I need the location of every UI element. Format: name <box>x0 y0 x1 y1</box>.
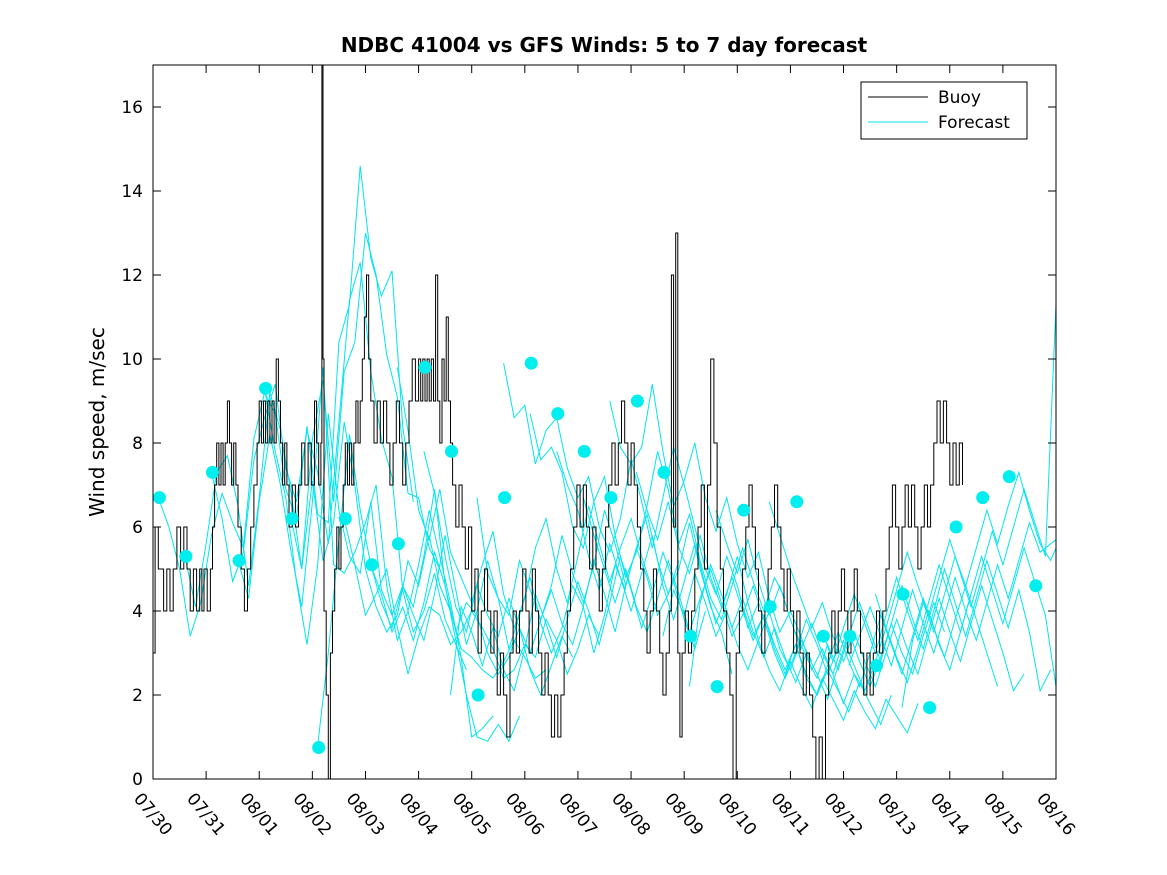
forecast-marker <box>524 356 538 370</box>
forecast-marker <box>391 537 405 551</box>
y-tick-label: 6 <box>132 518 143 538</box>
forecast-line-3 <box>210 262 467 670</box>
forecast-marker <box>338 512 352 526</box>
forecast-marker <box>630 394 644 408</box>
forecast-marker <box>737 503 751 517</box>
forecast-marker <box>1002 470 1016 484</box>
y-tick-label: 8 <box>132 434 143 454</box>
forecast-marker <box>816 629 830 643</box>
plot-frame <box>152 64 1057 780</box>
forecast-line-18 <box>609 384 866 705</box>
forecast-line-27 <box>848 521 1056 668</box>
forecast-marker <box>285 512 299 526</box>
forecast-marker <box>153 491 166 505</box>
forecast-line-20 <box>662 571 919 734</box>
forecast-line-15 <box>529 413 786 621</box>
forecast-line-1 <box>157 165 414 637</box>
forecast-line-4 <box>237 367 494 738</box>
forecast-line-12 <box>450 550 706 696</box>
forecast-marker <box>445 444 458 458</box>
forecast-marker <box>763 600 777 614</box>
forecast-marker <box>365 558 379 572</box>
forecast-marker <box>471 688 485 702</box>
forecast-marker <box>1029 579 1043 593</box>
y-tick-label: 16 <box>121 98 143 118</box>
forecast-marker <box>206 465 219 479</box>
plot-area <box>153 65 1056 779</box>
forecast-marker <box>551 407 565 421</box>
forecast-line-26 <box>821 546 1056 687</box>
forecast-marker <box>870 659 883 673</box>
forecast-line-28 <box>874 304 1056 630</box>
forecast-line-2 <box>184 232 441 607</box>
forecast-line-25 <box>795 558 1052 693</box>
forecast-marker <box>577 444 591 458</box>
forecast-marker <box>179 549 193 563</box>
legend-buoy-label: Buoy <box>938 88 981 108</box>
chart-title: NDBC 41004 vs GFS Winds: 5 to 7 day fore… <box>341 33 868 57</box>
y-tick-label: 4 <box>132 602 143 622</box>
legend: Buoy Forecast <box>860 81 1028 140</box>
forecast-line-10 <box>396 367 653 630</box>
forecast-line-29 <box>901 470 1056 708</box>
forecast-marker <box>498 491 512 505</box>
y-tick-label: 10 <box>121 350 143 370</box>
forecast-line-24 <box>768 501 1025 693</box>
forecast-marker <box>418 360 432 374</box>
y-axis-label: Wind speed, m/sec <box>85 327 109 517</box>
y-tick-label: 12 <box>121 266 143 286</box>
y-tick-label: 2 <box>132 686 143 706</box>
forecast-line-7 <box>317 434 574 746</box>
buoy-line <box>153 65 963 779</box>
forecast-marker <box>843 629 857 643</box>
forecast-marker <box>896 587 910 601</box>
legend-forecast-label: Forecast <box>938 113 1010 133</box>
forecast-line-21 <box>689 563 945 701</box>
forecast-marker <box>923 701 937 715</box>
y-tick-label: 14 <box>121 182 143 202</box>
y-tick-label: 0 <box>132 770 143 790</box>
forecast-line-5 <box>264 388 520 743</box>
forecast-marker <box>232 554 246 568</box>
forecast-marker <box>976 491 990 505</box>
legend-box <box>860 81 1028 140</box>
forecast-line-13 <box>476 497 733 675</box>
forecast-marker <box>657 465 671 479</box>
forecast-marker <box>949 520 963 534</box>
forecast-marker <box>259 381 273 395</box>
forecast-marker <box>790 495 804 509</box>
forecast-marker <box>604 491 618 505</box>
forecast-marker <box>684 629 698 643</box>
forecast-marker <box>312 741 326 754</box>
forecast-marker <box>710 680 724 694</box>
